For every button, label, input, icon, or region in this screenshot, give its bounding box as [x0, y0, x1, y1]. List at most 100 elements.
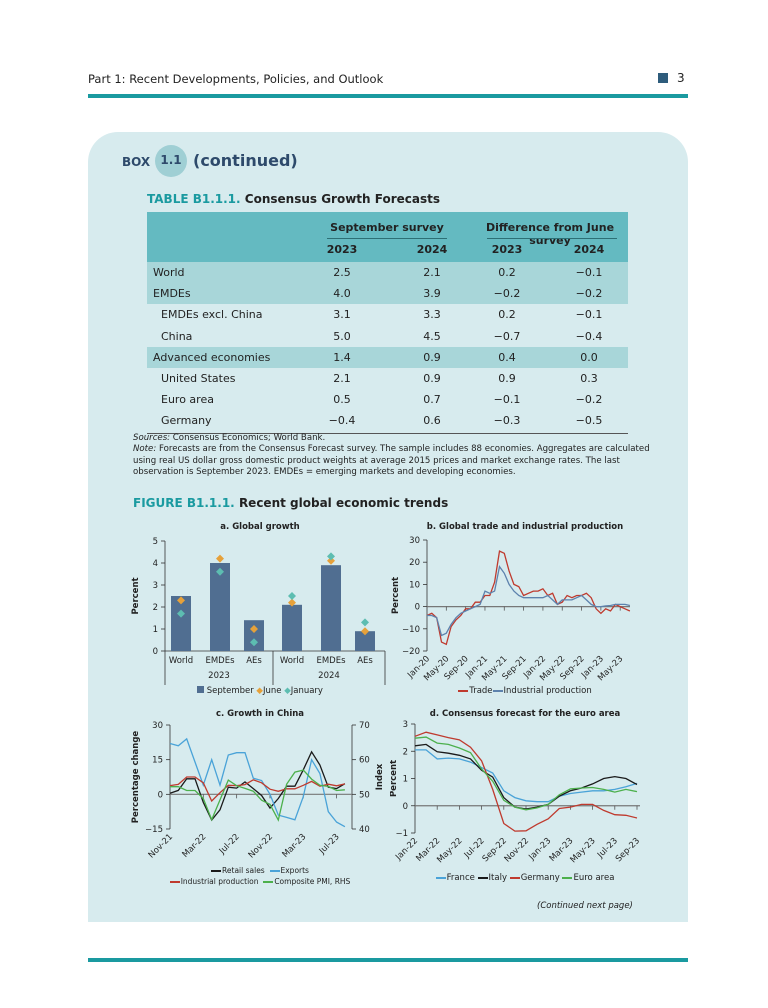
- row-label: Germany: [161, 414, 212, 428]
- cell-value: 0.0: [580, 350, 598, 364]
- y-tick-label: −20: [402, 647, 420, 657]
- marker-january: [327, 552, 335, 561]
- chart-d-legend: France Italy Germany Euro area: [395, 873, 655, 883]
- row-label: China: [161, 329, 193, 343]
- group-label: 2024: [318, 671, 340, 681]
- year-header: 2024: [573, 243, 605, 256]
- series-line-france: [415, 749, 638, 803]
- x-tick-label: Mar-23: [281, 832, 309, 860]
- header-rule: [88, 94, 688, 98]
- cell-value: 1.4: [333, 350, 351, 364]
- legend-swatch: [197, 686, 205, 693]
- bar-september: [321, 565, 341, 651]
- cell-value: 5.0: [333, 329, 351, 343]
- y-tick-label: 3: [153, 581, 158, 591]
- y-axis-label: Index: [375, 763, 385, 790]
- box-label: BOX: [122, 155, 151, 169]
- x-tick-label: AEs: [357, 656, 373, 666]
- x-tick-label: AEs: [246, 656, 262, 666]
- y-tick-label: 50: [359, 790, 370, 800]
- year-header: 2024: [416, 243, 448, 256]
- x-tick-label: Nov-21: [147, 832, 175, 860]
- marker-june: [361, 627, 369, 636]
- table-row: China 5.0 4.5 −0.7 −0.4: [147, 326, 628, 347]
- y-tick-label: 1: [403, 775, 408, 785]
- cell-value: −0.5: [575, 414, 603, 428]
- marker-january: [250, 638, 258, 647]
- series-line-italy: [414, 743, 638, 810]
- bar-september: [244, 620, 264, 651]
- y-axis-label: Percent: [390, 760, 399, 797]
- y-tick-label: 0: [158, 790, 163, 800]
- y-tick-label: 0: [415, 603, 420, 613]
- footer-rule: [88, 958, 688, 962]
- bar-september: [355, 631, 375, 651]
- row-label: EMDEs excl. China: [161, 308, 263, 322]
- forecast-table: September survey Difference from June su…: [147, 212, 628, 434]
- chart-d-title: d. Consensus forecast for the euro area: [429, 709, 621, 719]
- marker-january: [216, 567, 224, 576]
- marker-january: [361, 618, 369, 627]
- cell-value: 0.3: [580, 371, 598, 385]
- cell-value: 2.5: [333, 266, 351, 279]
- diamond-icon: ◆: [284, 686, 291, 696]
- cell-value: −0.3: [493, 414, 521, 428]
- diamond-icon: ◆: [256, 686, 263, 696]
- series-line-composite-pmi-rhs: [170, 769, 345, 822]
- chart-c-china: −15 0 15 30 Percentage change 40 50 60 70 Index No…: [131, 721, 385, 861]
- running-head: Part 1: Recent Developments, Policies, a…: [88, 72, 384, 86]
- y-tick-label: 2: [153, 603, 158, 613]
- cell-value: 2.1: [423, 266, 441, 279]
- cell-value: −0.2: [575, 287, 603, 301]
- row-label: World: [153, 266, 185, 279]
- marker-june: [216, 554, 224, 563]
- cell-value: 0.6: [423, 414, 441, 428]
- y-tick-label: 0: [403, 802, 408, 812]
- figure-id: FIGURE B1.1.1.: [133, 496, 235, 510]
- row-label: EMDEs: [153, 287, 191, 301]
- row-label: United States: [161, 371, 236, 385]
- series-line-euro-area: [414, 736, 638, 811]
- year-header: 2023: [326, 243, 358, 256]
- x-tick-label: World: [280, 656, 304, 666]
- bar-september: [282, 604, 302, 651]
- series-line-industrial-production: [427, 565, 631, 637]
- cell-value: −0.1: [575, 308, 603, 322]
- row-label: Euro area: [161, 393, 214, 407]
- y-tick-label: 20: [409, 558, 420, 568]
- continued-next-page: (Continued next page): [537, 901, 633, 911]
- series-line-retail-sales: [169, 750, 346, 822]
- year-header: 2023: [491, 243, 523, 256]
- x-tick-label: World: [169, 656, 193, 666]
- table-header: September survey Difference from June su…: [147, 212, 628, 262]
- marker-january: [177, 609, 185, 618]
- sources-line: Sources: Consensus Economics; World Bank…: [133, 433, 326, 443]
- cell-value: −0.1: [493, 393, 521, 407]
- x-tick-label: Nov-22: [247, 832, 275, 860]
- y-tick-label: −15: [145, 825, 163, 835]
- bar-september: [171, 596, 191, 651]
- table-row: EMDEs 4.0 3.9 −0.2 −0.2: [147, 283, 628, 305]
- cell-value: 4.0: [333, 287, 351, 301]
- x-tick-label: May-22: [435, 836, 464, 865]
- y-axis-label: Percentage change: [131, 731, 141, 824]
- box-number-badge: 1.1: [155, 145, 187, 177]
- chart-b-trade-ip: −20−100102030PercentJan-20May-20Sep-20Ja…: [391, 536, 631, 683]
- chart-c-title: c. Growth in China: [215, 709, 305, 719]
- y-axis-label: Percent: [131, 577, 141, 614]
- note-line: Note: Forecasts are from the Consensus F…: [133, 444, 650, 477]
- table-row: Advanced economies 1.4 0.9 0.4 0.0: [147, 346, 628, 368]
- group-label: 2023: [208, 671, 230, 681]
- table-row: Germany −0.4 0.6 −0.3 −0.5: [147, 410, 628, 431]
- series-line-industrial-production: [169, 776, 346, 803]
- y-tick-label: 40: [359, 825, 370, 835]
- table-row: EMDEs excl. China 3.1 3.3 0.2 −0.1: [147, 304, 628, 325]
- cell-value: −0.2: [493, 287, 521, 301]
- cell-value: −0.4: [328, 414, 356, 428]
- bar-september: [210, 563, 230, 651]
- series-line-germany: [414, 731, 638, 832]
- table-row: Euro area 0.5 0.7 −0.1 −0.2: [147, 389, 628, 410]
- y-tick-label: 3: [403, 720, 408, 730]
- table-id: TABLE B1.1.1.: [147, 192, 241, 206]
- x-tick-label: Mar-22: [181, 832, 209, 860]
